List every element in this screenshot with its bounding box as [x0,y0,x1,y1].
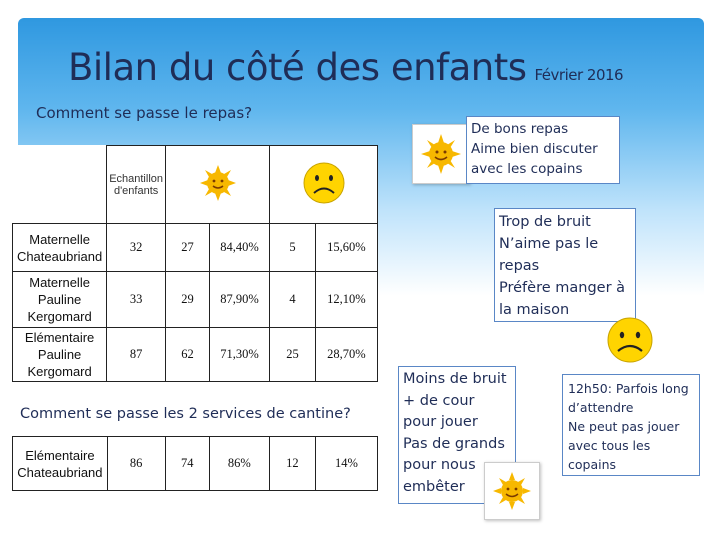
cell-unhappy-pct: 12,10% [314,271,379,328]
callout-positive-meal: De bons repas Aime bien discuter avec le… [466,116,620,184]
cell-happy-pct: 71,30% [208,327,271,382]
table-row: Maternelle Chateaubriand 32 27 84,40% 5 … [11,223,379,272]
callout-line: Moins de bruit [403,371,507,387]
cell-happy-pct: 84,40% [208,223,271,272]
callout-line: N’aime pas le repas [499,236,599,274]
sun-smiley-icon [484,462,540,520]
callout-line: De bons repas [471,121,569,137]
callout-line: 12h50: Parfois long d’attendre [568,381,689,415]
sun-smiley-icon [198,163,238,203]
meal-table-header-row: Echantillon d'enfants [12,145,378,224]
cell-happy-pct: 86% [208,436,270,491]
callout-negative-services: 12h50: Parfois long d’attendre Ne peut p… [562,374,700,476]
header-sad-cell [269,145,378,224]
row-label: Elémentaire Chateaubriand [12,436,108,491]
table-row: Maternelle Pauline Kergomard 33 29 87,90… [11,271,379,328]
sad-face-icon [301,160,347,206]
slide-title: Bilan du côté des enfants Février 2016 [68,46,624,89]
cell-unhappy: 5 [269,223,316,272]
question-services: Comment se passe les 2 services de canti… [20,404,351,424]
cell-sample: 87 [106,327,167,382]
services-table: Elémentaire Chateaubriand 86 74 86% 12 1… [12,436,379,491]
question-meal: Comment se passe le repas? [36,104,253,122]
slide-title-text: Bilan du côté des enfants [68,46,527,89]
cell-unhappy: 12 [268,436,316,491]
header-sample-cell: Echantillon d'enfants [106,145,167,224]
cell-unhappy: 4 [269,271,316,328]
table-row: Elémentaire Pauline Kergomard 87 62 71,3… [11,327,379,382]
callout-line: Aime bien discuter avec les copains [471,141,598,177]
cell-sample: 33 [106,271,167,328]
sun-smiley-icon [412,124,470,184]
callout-line: Ne peut pas jouer avec tous les copains [568,419,680,472]
cell-unhappy-pct: 14% [314,436,379,491]
cell-happy-pct: 87,90% [208,271,271,328]
callout-line: Préfère manger à la maison [499,280,626,318]
row-label: Maternelle Chateaubriand [11,223,108,272]
header-happy-cell [165,145,271,224]
cell-sample: 86 [106,436,166,491]
callout-line: + de cour pour jouer [403,392,478,431]
cell-happy: 62 [165,327,210,382]
callout-negative-meal: Trop de bruit N’aime pas le repas Préfèr… [494,208,636,322]
cell-unhappy-pct: 15,60% [314,223,379,272]
cell-unhappy-pct: 28,70% [314,327,379,382]
slide-date: Février 2016 [534,66,624,84]
cell-happy: 74 [164,436,210,491]
header-empty-cell [12,145,108,224]
cell-unhappy: 25 [269,327,316,382]
cell-happy: 29 [165,271,210,328]
cell-sample: 32 [106,223,167,272]
cell-happy: 27 [165,223,210,272]
header-sample-label: Echantillon d'enfants [109,172,164,197]
table-row: Elémentaire Chateaubriand 86 74 86% 12 1… [12,436,379,491]
sad-face-icon [604,314,662,368]
row-label: Elémentaire Pauline Kergomard [11,327,108,382]
callout-line: Pas de grands pour nous embêter [403,435,505,495]
meal-table: Echantillon d'enfants [11,145,379,382]
callout-line: Trop de bruit [499,214,591,230]
row-label: Maternelle Pauline Kergomard [11,271,108,328]
